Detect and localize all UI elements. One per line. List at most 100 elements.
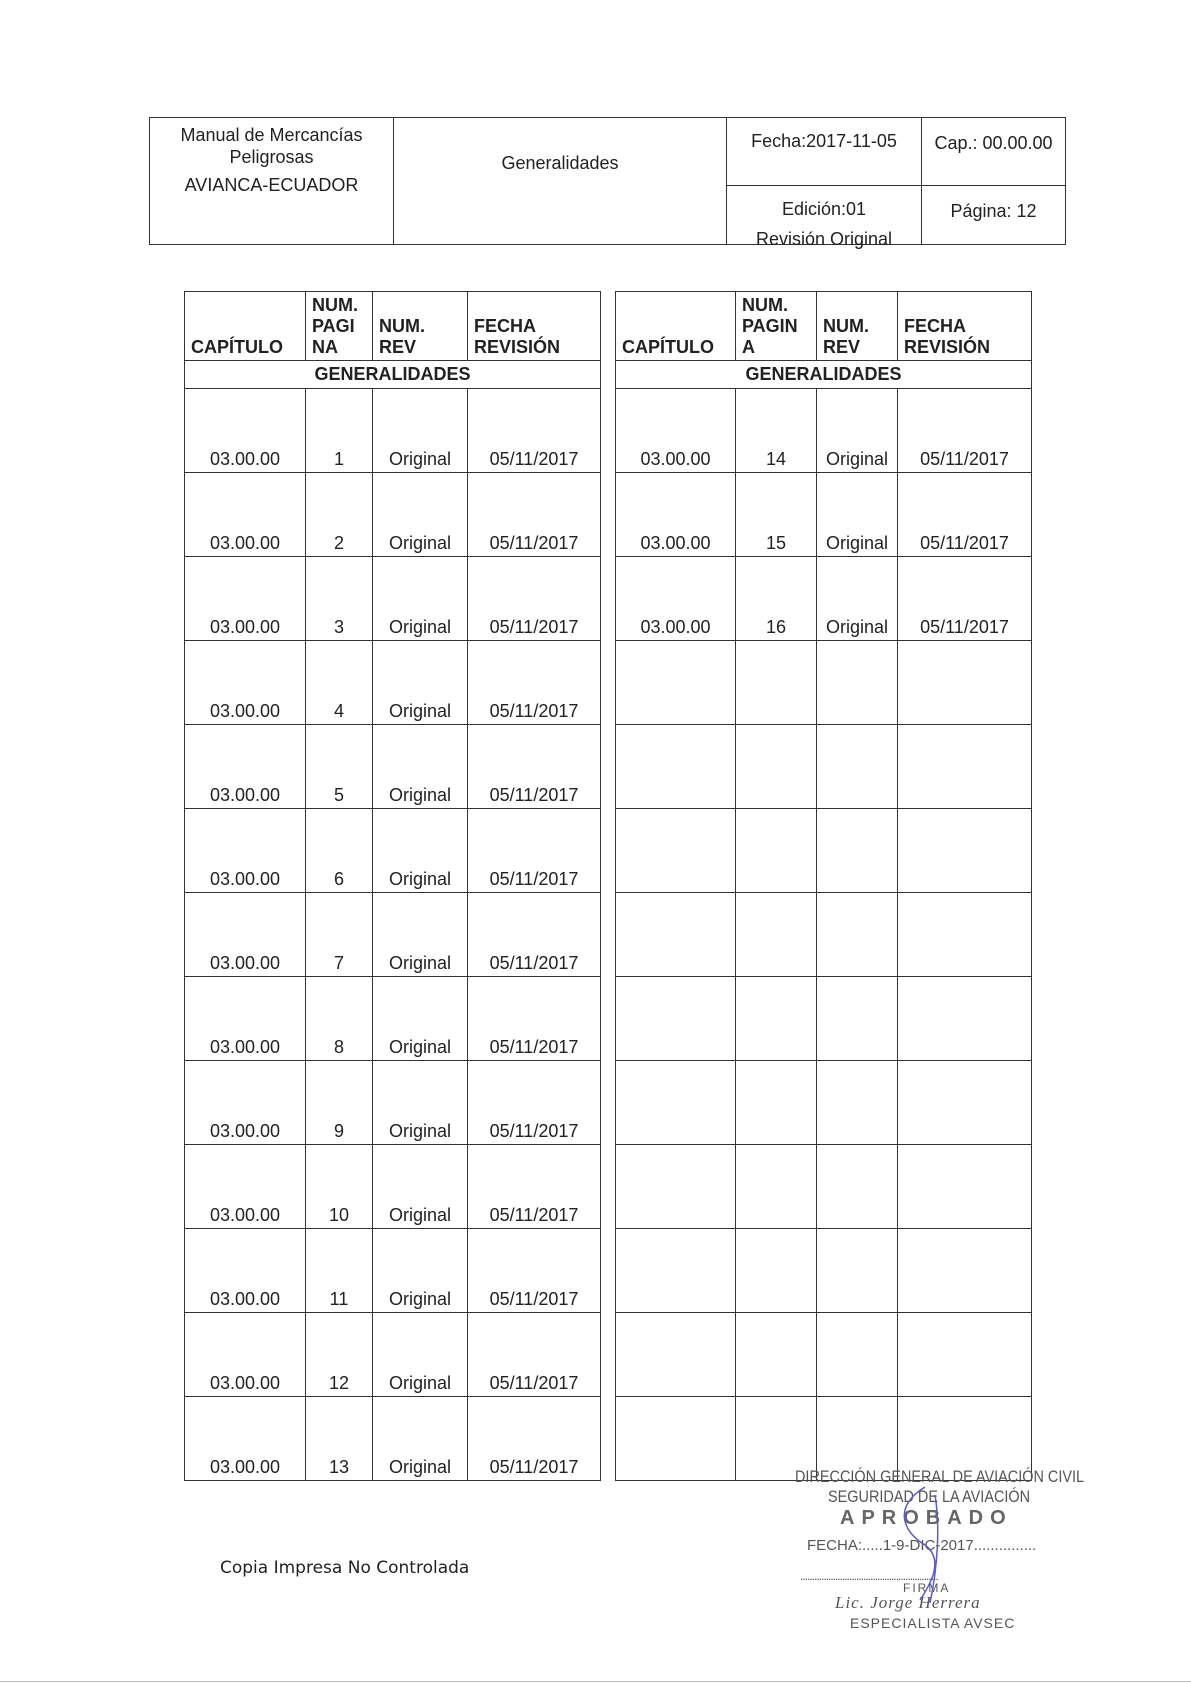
fecha-revision-cell: 05/11/2017 (467, 1396, 601, 1481)
num-rev-cell (816, 1396, 898, 1481)
capitulo-cell (615, 1060, 736, 1145)
num-rev-cell: Original (372, 472, 468, 557)
num-pagina-cell: 3 (305, 556, 373, 641)
num-pagina-cell: 10 (305, 1144, 373, 1229)
fecha-revision-cell (897, 808, 1032, 893)
table-row: 03.00.00 1 Original 05/11/2017 (184, 388, 601, 473)
table-row (615, 1228, 1032, 1313)
header-capitulo: CAPÍTULO (615, 291, 736, 361)
table-row: 03.00.00 6 Original 05/11/2017 (184, 808, 601, 893)
capitulo-cell: 03.00.00 (184, 1144, 306, 1229)
num-rev-cell: Original (816, 556, 898, 641)
num-pagina-cell: 12 (305, 1312, 373, 1397)
num-rev-cell (816, 1144, 898, 1229)
capitulo-cell: 03.00.00 (184, 892, 306, 977)
capitulo-cell (615, 724, 736, 809)
manual-title-line2: Peligrosas (229, 147, 314, 167)
table-row: 03.00.00 3 Original 05/11/2017 (184, 556, 601, 641)
manual-title-line1: Manual de Mercancías (180, 125, 363, 145)
fecha-revision-cell (897, 1312, 1032, 1397)
num-pagina-cell (735, 640, 817, 725)
fecha-revision-cell (897, 640, 1032, 725)
capitulo-cell: 03.00.00 (184, 1228, 306, 1313)
handwritten-signature (903, 1486, 939, 1604)
num-pagina-cell (735, 1396, 817, 1481)
table-row: 03.00.00 2 Original 05/11/2017 (184, 472, 601, 557)
num-pagina-cell: 13 (305, 1396, 373, 1481)
capitulo-cell (615, 892, 736, 977)
table-row: 03.00.00 11 Original 05/11/2017 (184, 1228, 601, 1313)
fecha-revision-cell: 05/11/2017 (467, 808, 601, 893)
section-row: GENERALIDADES (184, 360, 601, 389)
fecha-revision-cell: 05/11/2017 (467, 1060, 601, 1145)
num-pagina-cell: 8 (305, 976, 373, 1061)
num-pagina-cell: 1 (305, 388, 373, 473)
fecha-revision-cell (897, 724, 1032, 809)
table-row (615, 1144, 1032, 1229)
fecha-revision-cell: 05/11/2017 (897, 472, 1032, 557)
num-rev-cell: Original (372, 1228, 468, 1313)
fecha-revision-cell: 05/11/2017 (467, 892, 601, 977)
num-rev-cell (816, 640, 898, 725)
table-row (615, 1060, 1032, 1145)
capitulo-cell: 03.00.00 (184, 556, 306, 641)
fecha-revision-cell: 05/11/2017 (467, 1312, 601, 1397)
num-rev-cell: Original (816, 388, 898, 473)
num-pagina-cell (735, 1144, 817, 1229)
fecha-revision-cell (897, 1396, 1032, 1481)
fecha-revision-cell: 05/11/2017 (467, 472, 601, 557)
fecha-revision-cell: 05/11/2017 (897, 388, 1032, 473)
table-row: 03.00.00 16 Original 05/11/2017 (615, 556, 1032, 641)
page-label: Página: 12 (921, 185, 1065, 244)
fecha-revision-cell: 05/11/2017 (467, 388, 601, 473)
num-pagina-cell (735, 808, 817, 893)
table-row: 03.00.00 14 Original 05/11/2017 (615, 388, 1032, 473)
table-row: 03.00.00 9 Original 05/11/2017 (184, 1060, 601, 1145)
header-fecha-revision: FECHA REVISIÓN (467, 291, 601, 361)
num-rev-cell: Original (372, 556, 468, 641)
capitulo-cell (615, 1396, 736, 1481)
num-rev-cell: Original (816, 472, 898, 557)
chapter-label: Cap.: 00.00.00 (921, 118, 1065, 185)
fecha-revision-cell: 05/11/2017 (467, 556, 601, 641)
table-row (615, 640, 1032, 725)
fecha-revision-cell (897, 1228, 1032, 1313)
capitulo-cell: 03.00.00 (184, 640, 306, 725)
stamp-line1: DIRECCIÓN GENERAL DE AVIACIÓN CIVIL (795, 1467, 1085, 1486)
table-row: 03.00.00 13 Original 05/11/2017 (184, 1396, 601, 1481)
fecha-revision-cell (897, 976, 1032, 1061)
num-pagina-cell: 9 (305, 1060, 373, 1145)
num-pagina-cell: 6 (305, 808, 373, 893)
capitulo-cell (615, 976, 736, 1061)
revision-label: Revisión Original (755, 229, 893, 249)
page-bottom-edge (0, 1681, 1191, 1682)
table-row: 03.00.00 4 Original 05/11/2017 (184, 640, 601, 725)
fecha-revision-cell (897, 892, 1032, 977)
date-label: Fecha:2017-11-05 (726, 118, 921, 185)
signer-name: Lic. Jorge Herrera (835, 1593, 981, 1612)
num-pagina-cell: 16 (735, 556, 817, 641)
num-rev-cell (816, 892, 898, 977)
capitulo-cell: 03.00.00 (184, 472, 306, 557)
capitulo-cell: 03.00.00 (184, 1060, 306, 1145)
num-rev-cell (816, 724, 898, 809)
num-rev-cell (816, 808, 898, 893)
table-row: 03.00.00 8 Original 05/11/2017 (184, 976, 601, 1061)
num-pagina-cell: 15 (735, 472, 817, 557)
document-header: Manual de Mercancías Peligrosas AVIANCA-… (149, 117, 1066, 249)
stamp-date: FECHA:.....1-9-DIC-2017............... (807, 1537, 1037, 1554)
manual-title: Manual de Mercancías Peligrosas AVIANCA-… (150, 124, 393, 196)
stamp-approved: APROBADO (840, 1507, 1013, 1529)
num-rev-cell (816, 1228, 898, 1313)
num-rev-cell (816, 1060, 898, 1145)
edition-label: Edición:01 (781, 199, 867, 219)
fecha-revision-cell: 05/11/2017 (897, 556, 1032, 641)
stamp-firma: FIRMA (903, 1581, 951, 1595)
section-title: Generalidades (393, 118, 726, 244)
num-rev-cell: Original (372, 1060, 468, 1145)
table-row (615, 724, 1032, 809)
capitulo-cell: 03.00.00 (184, 388, 306, 473)
header-num-rev: NUM. REV (816, 291, 898, 361)
fecha-revision-cell: 05/11/2017 (467, 1228, 601, 1313)
num-pagina-cell (735, 1228, 817, 1313)
